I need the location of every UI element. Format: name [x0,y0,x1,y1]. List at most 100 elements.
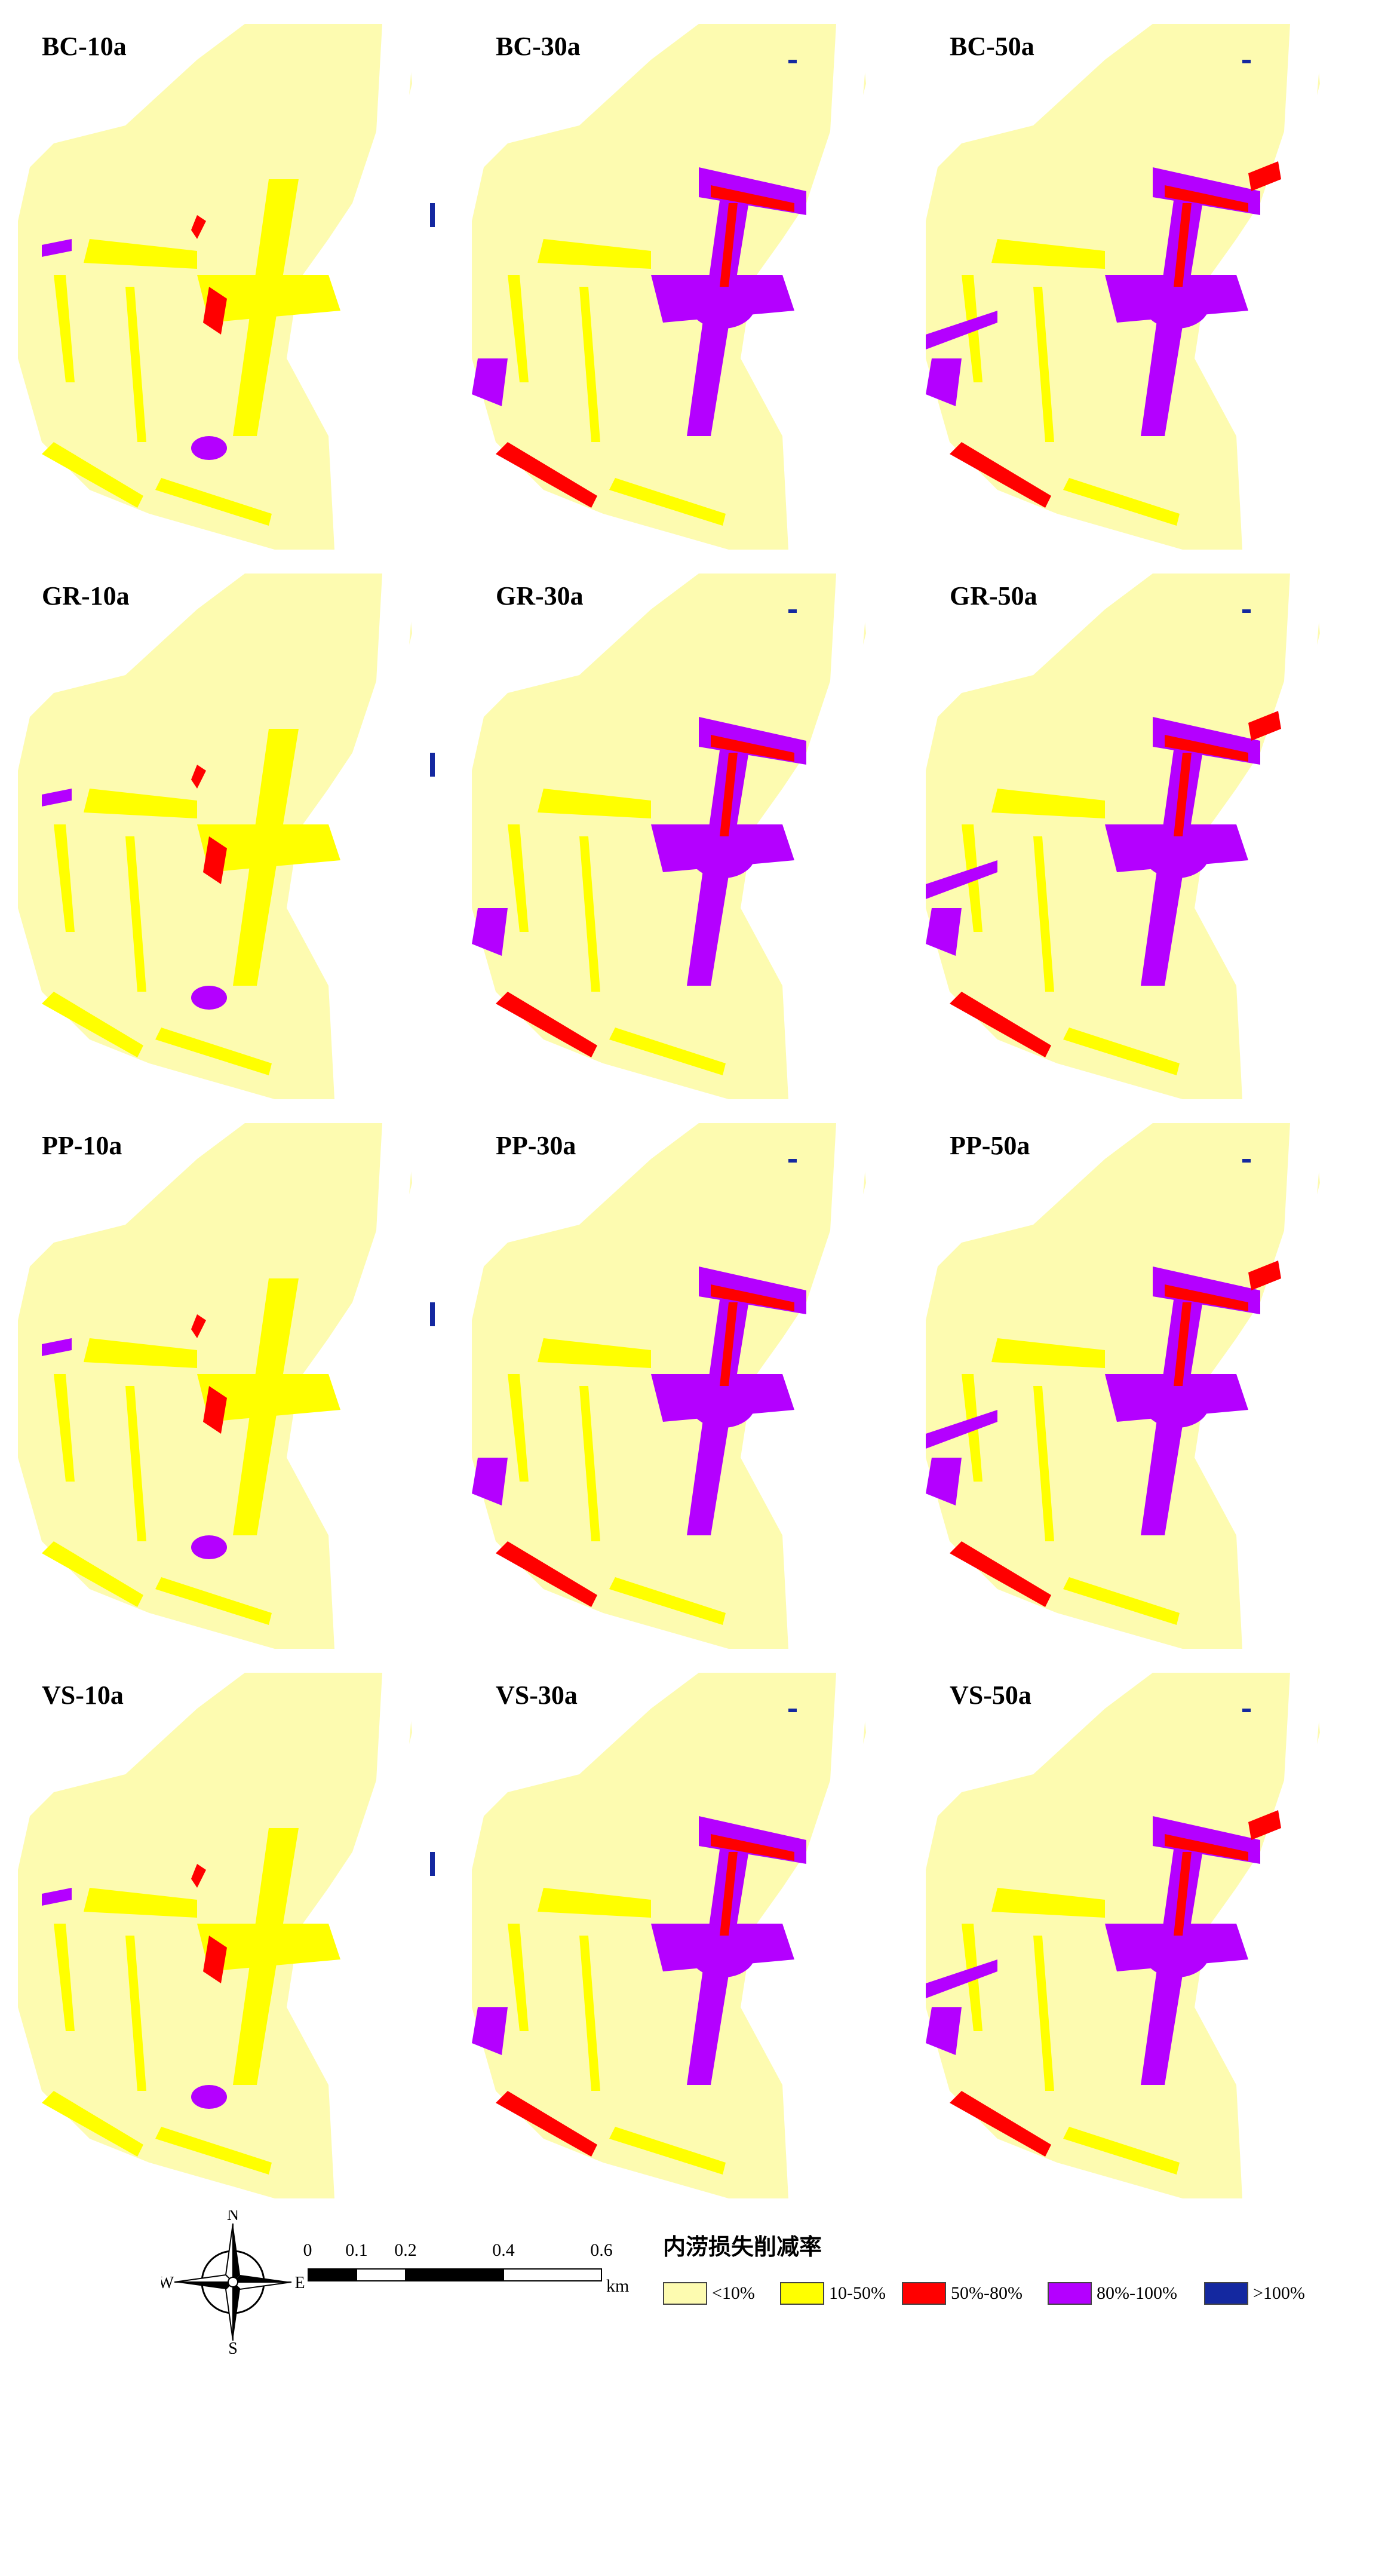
panel-title: VS-10a [42,1680,124,1710]
road-corridor [950,1541,1051,1607]
inundation-zone [1174,753,1192,836]
road-corridor [609,1577,726,1625]
river-channel [1195,1123,1320,1649]
legend-swatch-80-100 [1048,2282,1092,2305]
inundation-zone [926,1458,962,1505]
road-corridor [54,275,75,382]
panel-title: VS-50a [950,1680,1031,1710]
inundation-zone [430,1302,435,1326]
panel-title: VS-30a [496,1680,578,1710]
panel-title: BC-50a [950,32,1034,61]
map-legend-area: N S E W 0 0.1 0.2 0.4 0.6 km 内涝损失削减率 <10… [158,2206,1356,2366]
road-corridor [155,478,272,526]
road-corridor [54,1924,75,2031]
panel-title: GR-30a [496,581,584,611]
inundation-zone [720,1302,738,1386]
road-corridor [950,442,1051,508]
road-corridor [496,1541,597,1607]
river-channel [287,1673,412,2198]
river-channel [1195,1673,1320,2198]
inundation-zone [1174,203,1192,287]
road-corridor [991,1338,1105,1368]
legend-label-80-100: 80%-100% [1097,2283,1177,2303]
map-panel: PP-10a [18,1123,460,1649]
inundation-zone [690,281,756,329]
map-panel: VS-50a [926,1673,1368,2198]
inundation-zone [191,1864,206,1888]
inundation-zone [472,908,508,956]
road-corridor [1033,836,1054,992]
inundation-zone [1144,281,1209,329]
river-channel [287,24,412,550]
inundation-zone [690,1930,756,1977]
inundation-zone [1248,1261,1281,1290]
inundation-zone [788,609,797,613]
inundation-zone [42,1888,72,1906]
inundation-zone [926,1410,997,1449]
road-corridor [496,442,597,508]
legend-swatch-10-50 [780,2282,824,2305]
inundation-zone [472,1458,508,1505]
river-channel [287,1123,412,1649]
inundation-zone [711,185,794,212]
map-panel: VS-10a [18,1673,460,2198]
road-corridor [197,1924,340,1971]
compass-south-label: S [228,2339,238,2354]
map-panel: VS-30a [472,1673,914,2198]
road-corridor [538,1338,651,1368]
road-corridor [496,2091,597,2157]
road-corridor [579,1936,600,2091]
inundation-zone [430,1852,435,1876]
compass-west-label: W [161,2274,174,2292]
river-channel [741,574,866,1099]
inundation-zone [191,2085,227,2109]
road-corridor [125,1936,146,2091]
inundation-zone [1165,735,1248,762]
road-corridor [538,789,651,818]
panel-title: GR-10a [42,581,130,611]
road-corridor [991,239,1105,269]
legend-label-10-50: 10-50% [829,2283,886,2303]
road-corridor [508,1924,529,2031]
inundation-zone [42,239,72,257]
road-corridor [125,1386,146,1541]
road-corridor [1063,478,1180,526]
inundation-zone [711,1284,794,1311]
road-corridor [197,275,340,323]
inundation-zone [1242,60,1251,63]
road-corridor [609,1028,726,1075]
scale-tick-0-6: 0.6 [590,2240,613,2260]
panel-title: BC-10a [42,32,127,61]
inundation-zone [711,1834,794,1861]
inundation-zone [430,203,435,227]
inundation-zone [1144,1380,1209,1428]
inundation-zone [1248,161,1281,191]
map-panel: GR-50a [926,574,1368,1099]
road-corridor [609,478,726,526]
inundation-zone [1144,830,1209,878]
legend-swatch-lt10 [663,2282,707,2305]
road-corridor [125,287,146,442]
panel-title: PP-50a [950,1131,1030,1160]
panel-title: GR-50a [950,581,1037,611]
panel-title: PP-10a [42,1131,122,1160]
map-panel: BC-50a [926,24,1368,550]
inundation-zone [1165,1284,1248,1311]
river-channel [1195,24,1320,550]
river-channel [741,1123,866,1649]
legend-label-50-80: 50%-80% [951,2283,1023,2303]
scale-tick-0-1: 0.1 [345,2240,368,2260]
inundation-zone [191,765,206,789]
road-corridor [1033,1386,1054,1541]
scale-tick-0-2: 0.2 [394,2240,417,2260]
map-panel: GR-10a [18,574,460,1099]
compass-north-label: N [227,2210,239,2224]
road-corridor [950,992,1051,1057]
inundation-zone [191,436,227,460]
scale-tick-0-4: 0.4 [492,2240,515,2260]
road-corridor [508,1374,529,1482]
road-corridor [155,1028,272,1075]
road-corridor [496,992,597,1057]
inundation-zone [926,311,997,349]
map-panel: PP-50a [926,1123,1368,1649]
